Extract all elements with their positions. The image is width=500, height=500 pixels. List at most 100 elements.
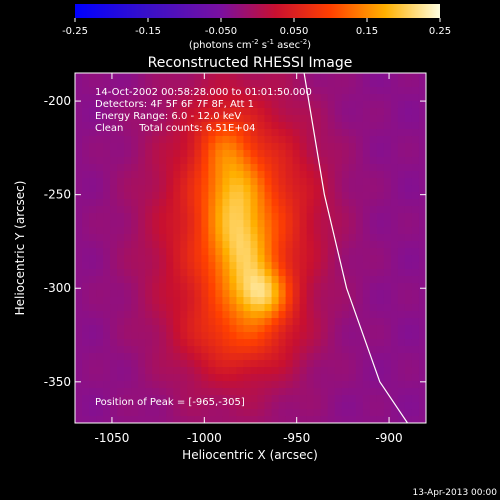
heatmap-cell <box>418 311 426 319</box>
heatmap-cell <box>320 283 329 291</box>
heatmap-cell <box>124 171 132 179</box>
heatmap-cell <box>201 143 209 151</box>
heatmap-cell <box>355 94 364 102</box>
heatmap-cell <box>103 381 111 389</box>
heatmap-cell <box>383 143 392 151</box>
heatmap-cell <box>334 297 343 305</box>
heatmap-cell <box>145 73 153 81</box>
heatmap-cell <box>334 332 343 340</box>
heatmap-cell <box>236 262 245 270</box>
heatmap-cell <box>173 262 181 270</box>
heatmap-cell <box>390 395 399 403</box>
heatmap-cell <box>208 157 216 165</box>
heatmap-cell <box>138 73 146 81</box>
heatmap-cell <box>187 185 195 193</box>
heatmap-cell <box>117 101 125 109</box>
heatmap-cell <box>201 297 209 305</box>
heatmap-cell <box>222 381 231 389</box>
heatmap-cell <box>299 150 308 158</box>
heatmap-cell <box>313 360 322 368</box>
heatmap-cell <box>194 171 202 179</box>
heatmap-cell <box>222 213 231 221</box>
heatmap-cell <box>180 409 188 417</box>
heatmap-cell <box>194 395 202 403</box>
heatmap-cell <box>299 374 308 382</box>
heatmap-cell <box>257 185 266 193</box>
heatmap-cell <box>313 332 322 340</box>
heatmap-cell <box>369 220 378 228</box>
heatmap-cell <box>215 108 224 116</box>
heatmap-cell <box>117 416 125 423</box>
heatmap-cell <box>404 87 413 95</box>
heatmap-cell <box>376 108 385 116</box>
heatmap-cell <box>355 150 364 158</box>
heatmap-cell <box>89 129 97 137</box>
heatmap-cell <box>152 241 160 249</box>
heatmap-cell <box>159 199 167 207</box>
heatmap-cell <box>117 297 125 305</box>
heatmap-cell <box>243 157 252 165</box>
heatmap-cell <box>215 178 224 186</box>
heatmap-cell <box>201 311 209 319</box>
heatmap-cell <box>110 248 118 256</box>
heatmap-cell <box>397 150 406 158</box>
heatmap-cell <box>292 241 301 249</box>
heatmap-cell <box>271 73 280 81</box>
heatmap-cell <box>124 325 132 333</box>
heatmap-cell <box>208 94 216 102</box>
heatmap-cell <box>180 171 188 179</box>
heatmap-cell <box>390 304 399 312</box>
heatmap-cell <box>96 367 104 375</box>
heatmap-cell <box>320 262 329 270</box>
heatmap-cell <box>348 164 357 172</box>
heatmap-cell <box>222 80 231 88</box>
heatmap-cell <box>166 304 174 312</box>
heatmap-cell <box>418 171 426 179</box>
heatmap-cell <box>278 227 287 235</box>
heatmap-cell <box>159 318 167 326</box>
heatmap-cell <box>222 234 231 242</box>
heatmap-cell <box>355 213 364 221</box>
heatmap-cell <box>369 199 378 207</box>
heatmap-cell <box>131 367 139 375</box>
heatmap-cell <box>411 80 420 88</box>
heatmap-cell <box>180 297 188 305</box>
heatmap-cell <box>117 199 125 207</box>
heatmap-cell <box>236 318 245 326</box>
heatmap-cell <box>110 178 118 186</box>
heatmap-cell <box>145 381 153 389</box>
heatmap-cell <box>334 241 343 249</box>
heatmap-cell <box>320 367 329 375</box>
heatmap-cell <box>390 332 399 340</box>
heatmap-cell <box>124 402 132 410</box>
heatmap-cell <box>173 304 181 312</box>
heatmap-cell <box>152 318 160 326</box>
heatmap-cell <box>390 80 399 88</box>
heatmap-cell <box>390 311 399 319</box>
heatmap-cell <box>383 255 392 263</box>
heatmap-cell <box>89 262 97 270</box>
heatmap-cell <box>138 213 146 221</box>
heatmap-cell <box>404 381 413 389</box>
heatmap-cell <box>299 227 308 235</box>
heatmap-cell <box>348 269 357 277</box>
heatmap-cell <box>166 346 174 354</box>
x-tick-label: -950 <box>283 431 310 445</box>
heatmap-cell <box>271 115 280 123</box>
heatmap-cell <box>215 234 224 242</box>
heatmap-cell <box>131 199 139 207</box>
heatmap-cell <box>173 360 181 368</box>
heatmap-cell <box>348 409 357 417</box>
heatmap-cell <box>285 94 294 102</box>
heatmap-cell <box>250 255 259 263</box>
heatmap-cell <box>397 171 406 179</box>
heatmap-cell <box>411 304 420 312</box>
heatmap-cell <box>187 101 195 109</box>
heatmap-cell <box>89 115 97 123</box>
heatmap-cell <box>369 409 378 417</box>
heatmap-cell <box>264 409 273 417</box>
heatmap-cell <box>82 360 90 368</box>
heatmap-cell <box>376 101 385 109</box>
heatmap-cell <box>292 262 301 270</box>
heatmap-cell <box>383 367 392 375</box>
